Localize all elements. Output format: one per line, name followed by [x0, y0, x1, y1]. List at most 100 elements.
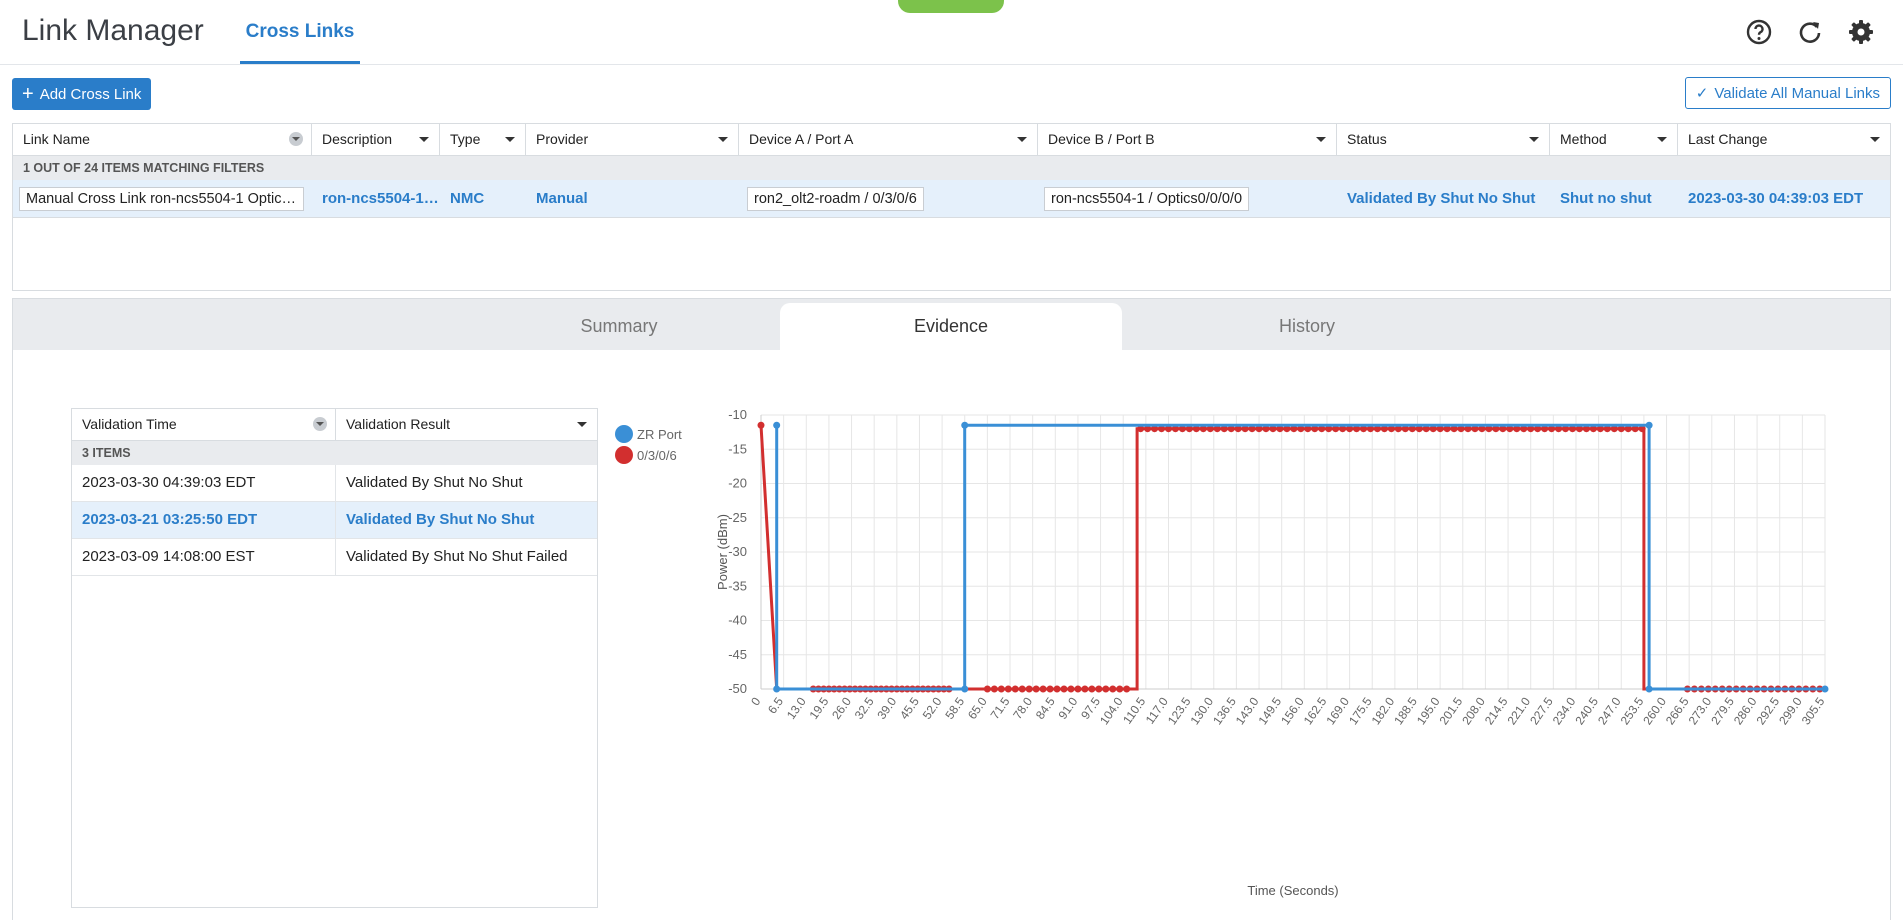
- evidence-header: Validation Time Validation Result: [72, 409, 597, 441]
- chevron-down-icon[interactable]: [1657, 137, 1667, 142]
- chevron-down-icon[interactable]: [1316, 137, 1326, 142]
- chevron-down-icon[interactable]: [1870, 137, 1880, 142]
- data-point: [961, 421, 969, 429]
- data-point: [1199, 425, 1207, 433]
- col-description[interactable]: Description: [312, 124, 440, 155]
- data-point: [1060, 685, 1068, 693]
- col-validation-result[interactable]: Validation Result: [336, 409, 597, 440]
- data-point: [1436, 425, 1444, 433]
- table-row[interactable]: Manual Cross Link ron-ncs5504-1 Optics0/…: [13, 180, 1890, 218]
- x-tick-label: 136.5: [1210, 694, 1239, 727]
- x-tick-label: 234.0: [1550, 694, 1579, 727]
- table-row[interactable]: 2023-03-21 03:25:50 EDT Validated By Shu…: [72, 502, 597, 539]
- chevron-down-icon[interactable]: [1529, 137, 1539, 142]
- col-device-b[interactable]: Device B / Port B: [1038, 124, 1337, 155]
- data-point: [997, 685, 1005, 693]
- cell-type[interactable]: NMC: [450, 190, 485, 207]
- table-row[interactable]: 2023-03-30 04:39:03 EDT Validated By Shu…: [72, 465, 597, 502]
- legend-label-port: 0/3/0/6: [637, 448, 677, 463]
- x-tick-label: 58.5: [942, 694, 967, 721]
- cell-provider[interactable]: Manual: [536, 190, 588, 207]
- y-tick-label: -30: [728, 544, 747, 559]
- col-label: Method: [1560, 131, 1607, 147]
- data-point: [1631, 425, 1639, 433]
- y-axis-label: Power (dBm): [715, 514, 730, 590]
- cell-method[interactable]: Shut no shut: [1560, 190, 1652, 207]
- x-tick-label: 266.5: [1663, 694, 1692, 727]
- chevron-down-icon[interactable]: [419, 137, 429, 142]
- col-method[interactable]: Method: [1550, 124, 1678, 155]
- data-point: [1025, 685, 1033, 693]
- chevron-down-icon[interactable]: [577, 422, 587, 427]
- col-last-change[interactable]: Last Change: [1678, 124, 1890, 155]
- data-point: [1011, 685, 1019, 693]
- data-point: [1283, 425, 1291, 433]
- status-pill: [898, 0, 1004, 13]
- x-tick-label: 214.5: [1482, 694, 1511, 727]
- data-point: [1596, 425, 1604, 433]
- tab-evidence[interactable]: Evidence: [780, 303, 1122, 350]
- refresh-icon[interactable]: [1795, 17, 1825, 47]
- chevron-down-icon[interactable]: [1017, 137, 1027, 142]
- cell-device-a[interactable]: ron2_olt2-roadm / 0/3/0/6: [739, 180, 1038, 217]
- tab-summary[interactable]: Summary: [580, 316, 658, 336]
- x-tick-label: 253.5: [1618, 694, 1647, 727]
- data-point: [1478, 425, 1486, 433]
- data-point: [1269, 425, 1277, 433]
- series-line-port: [759, 425, 1825, 691]
- cell-status[interactable]: Validated By Shut No Shut: [1347, 190, 1536, 207]
- col-label: Validation Result: [346, 416, 451, 432]
- data-point: [1429, 425, 1437, 433]
- add-cross-link-button[interactable]: + Add Cross Link: [12, 78, 152, 110]
- data-point: [1144, 425, 1152, 433]
- cell-description[interactable]: ron-ncs5504-1 Optics0/0/0/0: [322, 190, 440, 207]
- data-point: [1234, 425, 1242, 433]
- data-point: [1450, 425, 1458, 433]
- x-tick-label: 227.5: [1527, 694, 1556, 727]
- x-axis-label: Time (Seconds): [1247, 883, 1338, 898]
- y-tick-label: -10: [728, 407, 747, 422]
- data-point: [1394, 425, 1402, 433]
- data-point: [1534, 425, 1542, 433]
- data-point: [1408, 425, 1416, 433]
- cell-device-b[interactable]: ron-ncs5504-1 / Optics0/0/0/0: [1038, 180, 1337, 217]
- data-point: [1457, 425, 1465, 433]
- x-tick-label: 292.5: [1753, 694, 1782, 727]
- data-point: [1297, 425, 1305, 433]
- help-icon[interactable]: [1744, 17, 1774, 47]
- col-link-name[interactable]: Link Name: [13, 124, 312, 155]
- col-validation-time[interactable]: Validation Time: [72, 409, 336, 440]
- col-label: Link Name: [23, 131, 90, 147]
- tab-cross-links[interactable]: Cross Links: [240, 0, 360, 64]
- col-status[interactable]: Status: [1337, 124, 1550, 155]
- col-provider[interactable]: Provider: [526, 124, 739, 155]
- cell-last-change[interactable]: 2023-03-30 04:39:03 EDT: [1688, 190, 1864, 207]
- x-tick-label: 279.5: [1708, 694, 1737, 727]
- legend-swatch-zr: [615, 425, 633, 443]
- col-type[interactable]: Type: [440, 124, 526, 155]
- chevron-down-icon[interactable]: [718, 137, 728, 142]
- col-device-a[interactable]: Device A / Port A: [739, 124, 1038, 155]
- data-point: [1575, 425, 1583, 433]
- data-point: [1053, 685, 1061, 693]
- filter-icon[interactable]: [289, 132, 303, 146]
- data-point: [1422, 425, 1430, 433]
- tab-history[interactable]: History: [1278, 316, 1335, 336]
- data-point: [1032, 685, 1040, 693]
- data-point: [1074, 685, 1082, 693]
- data-point: [1123, 685, 1131, 693]
- validate-all-button[interactable]: ✓ Validate All Manual Links: [1684, 77, 1891, 109]
- x-tick-label: 91.0: [1056, 694, 1081, 721]
- col-label: Type: [450, 131, 481, 147]
- data-point: [1185, 425, 1193, 433]
- cell-link-name[interactable]: Manual Cross Link ron-ncs5504-1 Optics0/…: [13, 180, 312, 217]
- chevron-down-icon[interactable]: [505, 137, 515, 142]
- filter-icon[interactable]: [313, 417, 327, 431]
- settings-icon[interactable]: [1846, 17, 1876, 47]
- col-label: Last Change: [1688, 131, 1768, 147]
- data-point: [1555, 425, 1563, 433]
- y-tick-label: -50: [728, 681, 747, 696]
- data-point: [1164, 425, 1172, 433]
- x-tick-label: 19.5: [807, 694, 832, 721]
- table-row[interactable]: 2023-03-09 14:08:00 EST Validated By Shu…: [72, 539, 597, 576]
